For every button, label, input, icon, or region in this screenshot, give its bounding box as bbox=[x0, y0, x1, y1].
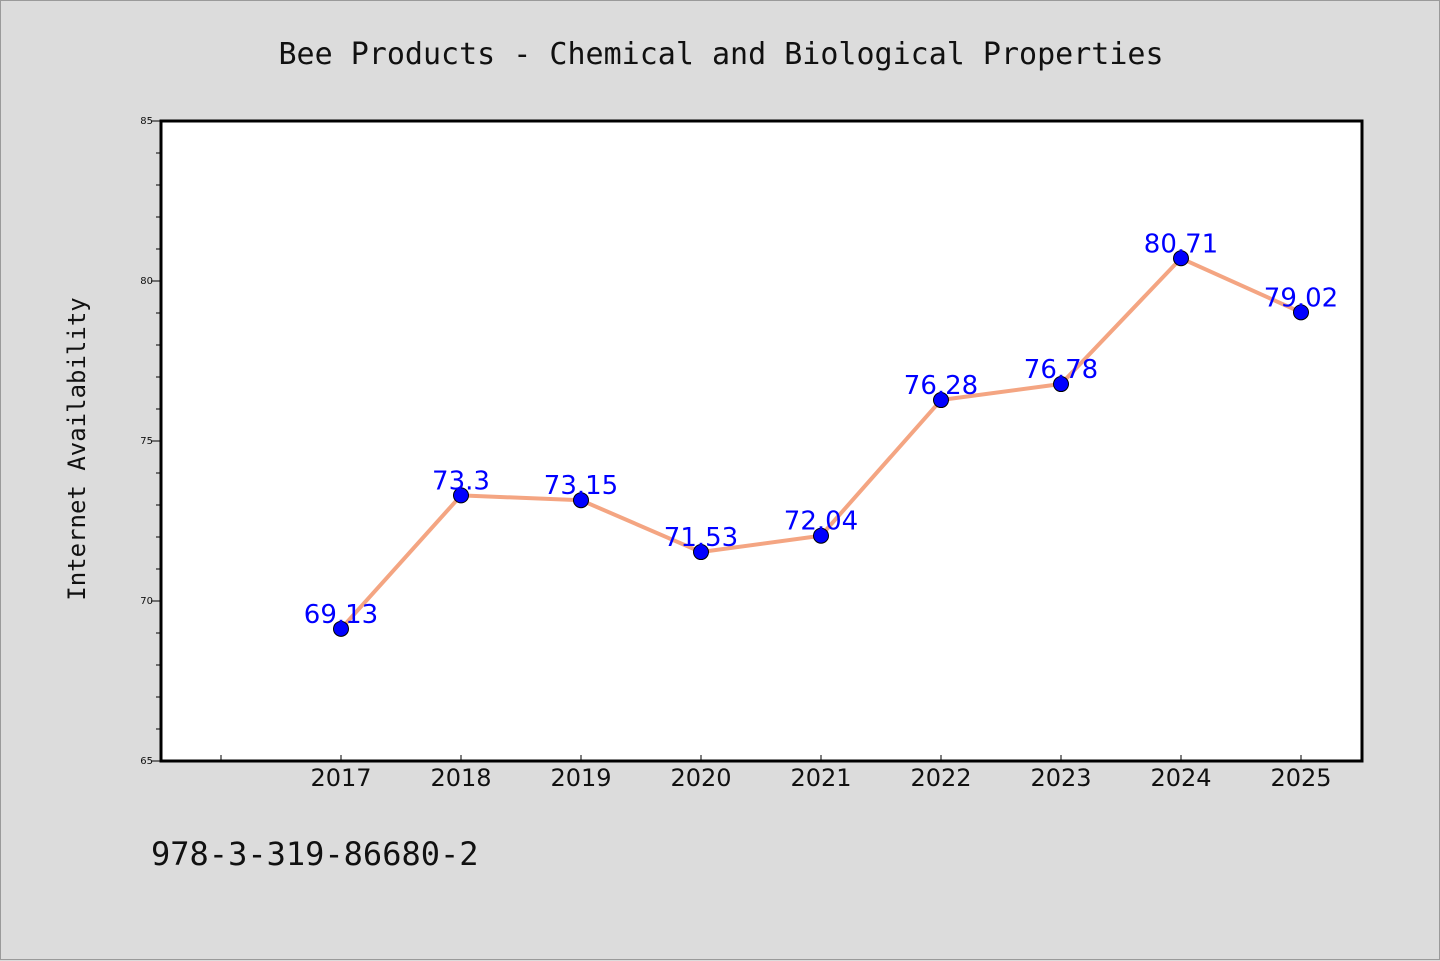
x-tick-label: 2025 bbox=[1270, 764, 1331, 792]
data-point-marker bbox=[1053, 376, 1069, 393]
data-point-marker bbox=[693, 544, 709, 561]
y-tick-label: 75 bbox=[140, 436, 153, 447]
data-label: 72.04 bbox=[784, 507, 858, 537]
data-label: 76.78 bbox=[1024, 355, 1098, 385]
data-point-marker bbox=[333, 620, 349, 637]
y-tick-label: 85 bbox=[140, 116, 153, 127]
data-point-marker bbox=[813, 527, 829, 544]
data-label: 79.02 bbox=[1264, 283, 1338, 313]
y-tick-label: 80 bbox=[140, 276, 153, 287]
data-point-marker bbox=[1173, 250, 1189, 267]
x-tick-label: 2019 bbox=[550, 764, 611, 792]
x-tick-label: 2018 bbox=[430, 764, 491, 792]
data-label: 73.3 bbox=[432, 466, 490, 496]
x-tick-label: 2023 bbox=[1030, 764, 1091, 792]
data-point-marker bbox=[1293, 304, 1309, 321]
x-tick-label: 2020 bbox=[670, 764, 731, 792]
y-axis: 65 70 75 80 85 bbox=[140, 116, 161, 767]
x-tick-label: 2022 bbox=[910, 764, 971, 792]
data-label: 76.28 bbox=[904, 371, 978, 401]
data-point-marker bbox=[573, 492, 589, 509]
y-axis-label: Internet Availability bbox=[63, 297, 91, 600]
chart-title: Bee Products - Chemical and Biological P… bbox=[278, 37, 1163, 72]
data-point-marker bbox=[453, 487, 469, 504]
plot-area bbox=[159, 119, 1364, 763]
x-tick-label: 2024 bbox=[1150, 764, 1211, 792]
data-label: 73.15 bbox=[544, 471, 618, 501]
data-label: 71.53 bbox=[664, 523, 738, 553]
data-label: 80.71 bbox=[1144, 229, 1218, 259]
series-markers bbox=[333, 250, 1309, 637]
y-tick-label: 65 bbox=[140, 756, 153, 767]
data-point-marker bbox=[933, 392, 949, 409]
data-labels: 69.13 73.3 73.15 71.53 72.04 76.28 76.78 80.71 7… bbox=[304, 229, 1338, 630]
x-tick-label: 2021 bbox=[790, 764, 851, 792]
footer-text: 978-3-319-86680-2 bbox=[151, 835, 479, 873]
y-tick-label: 70 bbox=[140, 596, 153, 607]
x-tick-label: 2017 bbox=[310, 764, 371, 792]
data-label: 69.13 bbox=[304, 600, 378, 630]
x-axis: 2017 2018 2019 2020 2021 2022 2023 2024 2025 bbox=[220, 755, 1332, 792]
